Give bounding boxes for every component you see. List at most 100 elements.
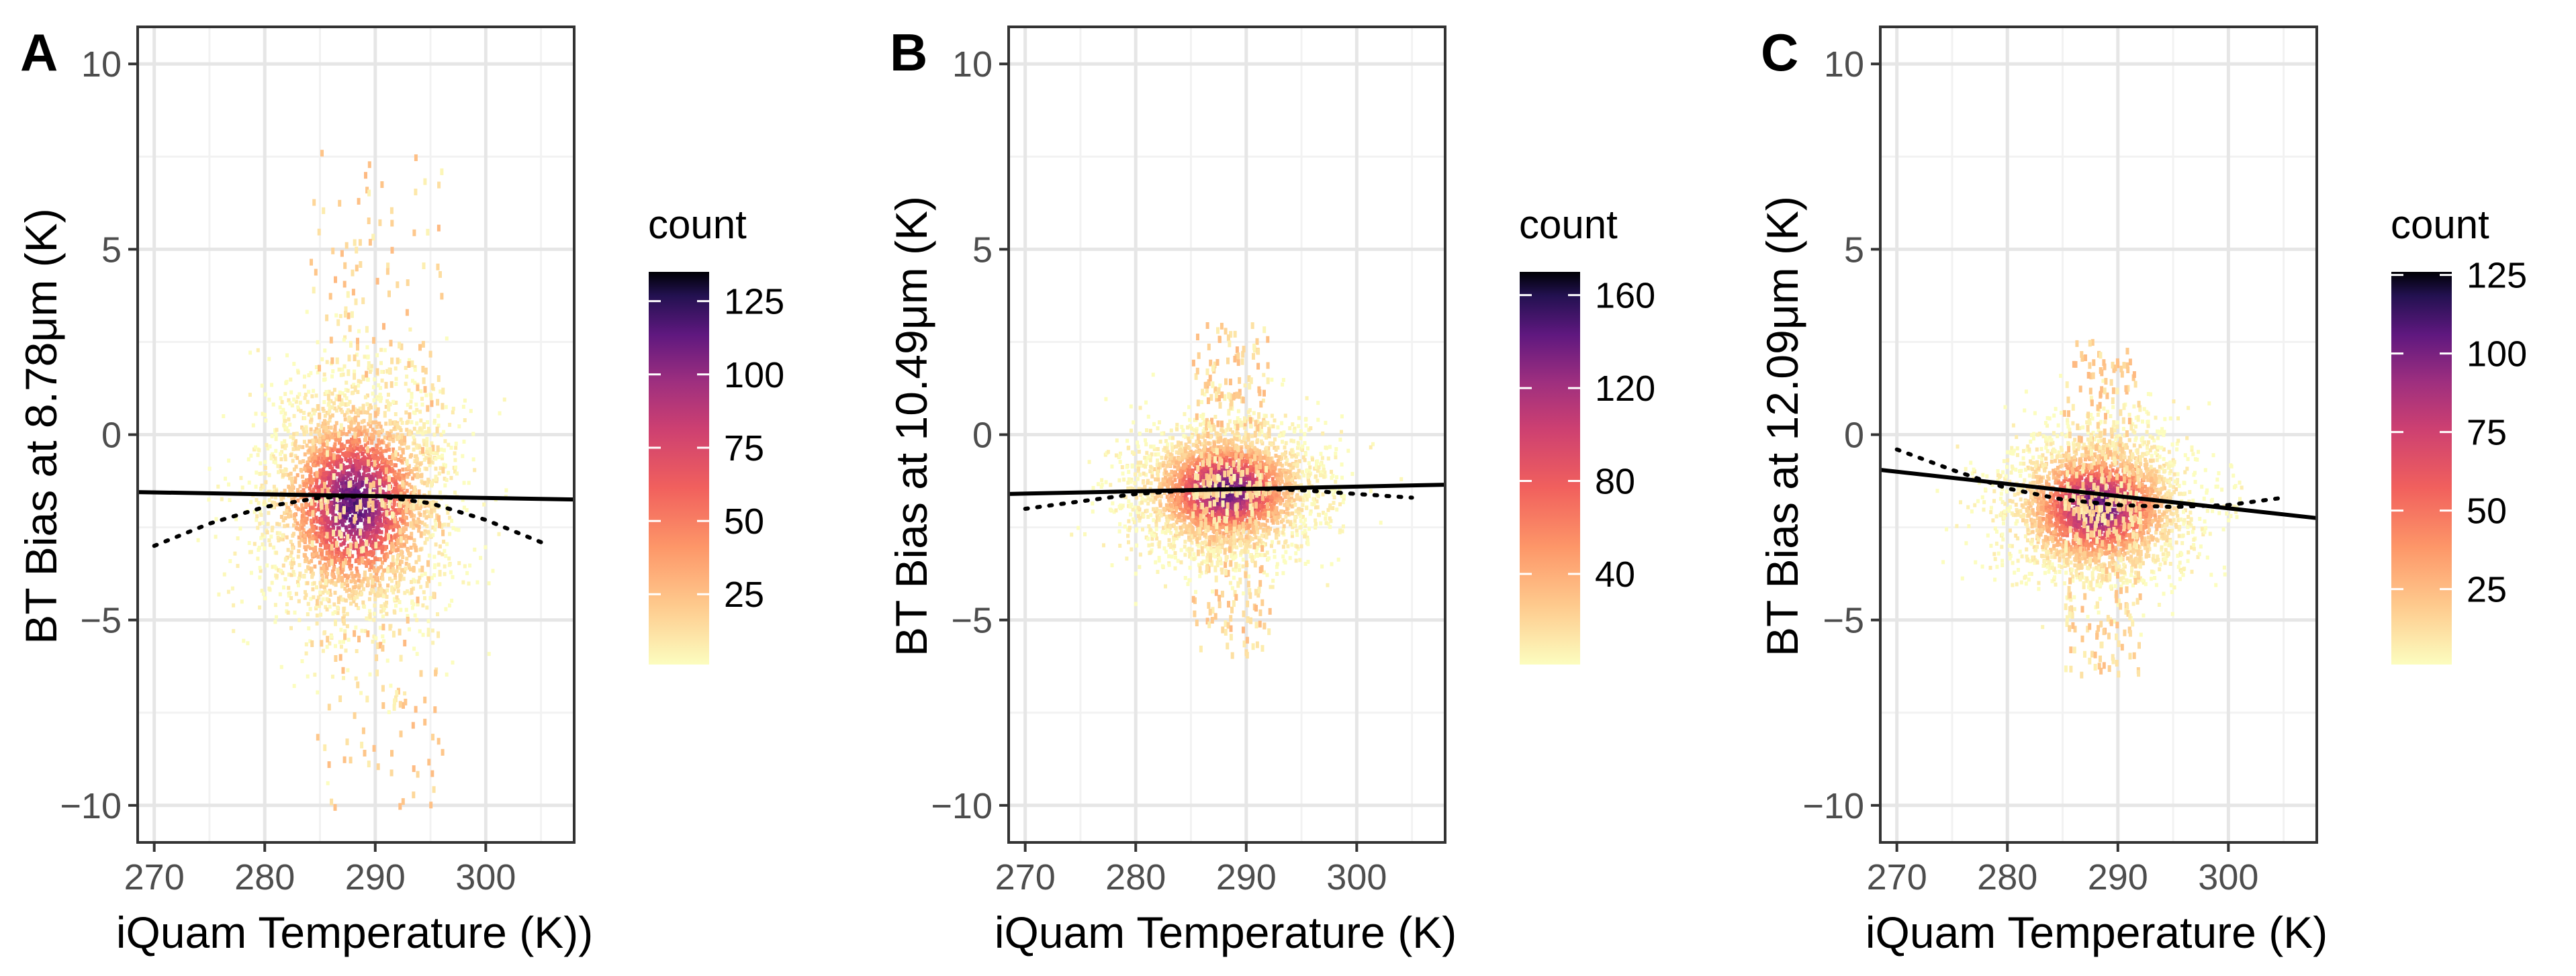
density-bin [285, 379, 289, 384]
density-bin [316, 690, 320, 695]
density-bin [362, 513, 366, 518]
density-bin [1120, 465, 1124, 469]
density-bin [430, 481, 434, 488]
density-bin [407, 361, 411, 368]
density-bin [359, 449, 363, 454]
density-bin [330, 542, 334, 546]
density-bin [432, 565, 436, 569]
density-bin [387, 533, 390, 540]
density-bin [377, 438, 381, 442]
density-bin [349, 420, 353, 428]
density-bin [319, 601, 323, 605]
density-bin [432, 479, 436, 483]
density-bin [363, 629, 367, 633]
density-bin [344, 306, 348, 313]
density-bin [326, 572, 330, 577]
density-bin [409, 511, 413, 516]
density-bin [1336, 557, 1340, 562]
density-bin [295, 526, 300, 531]
density-bin [433, 527, 437, 532]
density-bin [336, 520, 340, 525]
density-bin [344, 509, 349, 514]
density-bin [371, 534, 375, 538]
density-bin [390, 219, 394, 227]
density-bin [307, 560, 311, 565]
density-bin [296, 446, 300, 451]
density-bin [415, 445, 419, 450]
density-bin [355, 467, 359, 471]
density-bin [376, 486, 380, 491]
density-bin [309, 371, 313, 375]
density-bin [369, 550, 373, 554]
density-bin [420, 428, 424, 432]
density-bin [371, 234, 375, 241]
density-bin [469, 409, 473, 413]
density-bin [1134, 571, 1138, 576]
density-bin [389, 569, 392, 573]
density-bin [196, 538, 200, 542]
density-bin [412, 426, 416, 431]
density-bin [330, 374, 334, 379]
density-bin [392, 528, 396, 532]
density-bin [332, 565, 336, 569]
density-bin [400, 519, 404, 524]
density-bin [254, 411, 258, 416]
density-bin [285, 353, 289, 358]
density-bin [344, 396, 349, 401]
density-bin [293, 454, 297, 458]
density-bin [356, 469, 360, 474]
density-bin [371, 505, 375, 512]
density-bin [320, 150, 324, 157]
density-bin [331, 675, 334, 679]
density-bin [396, 548, 400, 552]
density-bin [442, 430, 446, 434]
density-bin [354, 477, 358, 481]
density-bin [437, 181, 441, 189]
density-bin [336, 599, 340, 604]
density-bin [336, 547, 340, 552]
density-bin [400, 533, 404, 538]
density-bin [338, 560, 342, 565]
density-bin [1118, 522, 1122, 526]
density-bin [401, 555, 405, 559]
density-bin [313, 408, 317, 413]
density-bin [1144, 498, 1148, 503]
density-bin [341, 373, 345, 377]
density-bin [412, 542, 416, 547]
density-bin [342, 549, 347, 554]
density-bin [307, 456, 311, 461]
density-bin [404, 381, 408, 386]
density-bin [1262, 373, 1266, 377]
density-bin [312, 526, 316, 530]
density-bin [387, 511, 391, 516]
density-bin [261, 521, 265, 526]
density-bin [388, 577, 392, 581]
density-bin [330, 459, 334, 464]
density-bin [396, 508, 400, 513]
density-bin [308, 446, 312, 450]
density-bin [312, 517, 316, 522]
density-bin [380, 548, 384, 552]
density-bin [381, 685, 385, 692]
density-bin [293, 439, 297, 444]
density-bin [399, 544, 403, 548]
density-bin [1254, 535, 1258, 540]
density-bin [278, 464, 282, 469]
density-bin [341, 667, 345, 674]
density-bin [428, 514, 431, 518]
density-bin [351, 524, 355, 529]
density-bin [269, 456, 273, 460]
density-bin [371, 500, 375, 507]
density-bin [402, 577, 406, 581]
density-bin [351, 505, 355, 510]
density-bin [353, 517, 357, 524]
density-bin [385, 444, 389, 448]
density-bin [303, 416, 307, 420]
density-bin [340, 409, 344, 414]
density-bin [258, 575, 262, 580]
density-bin [314, 536, 318, 540]
density-bin [379, 523, 383, 528]
density-bin [354, 298, 358, 305]
density-bin [389, 562, 394, 569]
